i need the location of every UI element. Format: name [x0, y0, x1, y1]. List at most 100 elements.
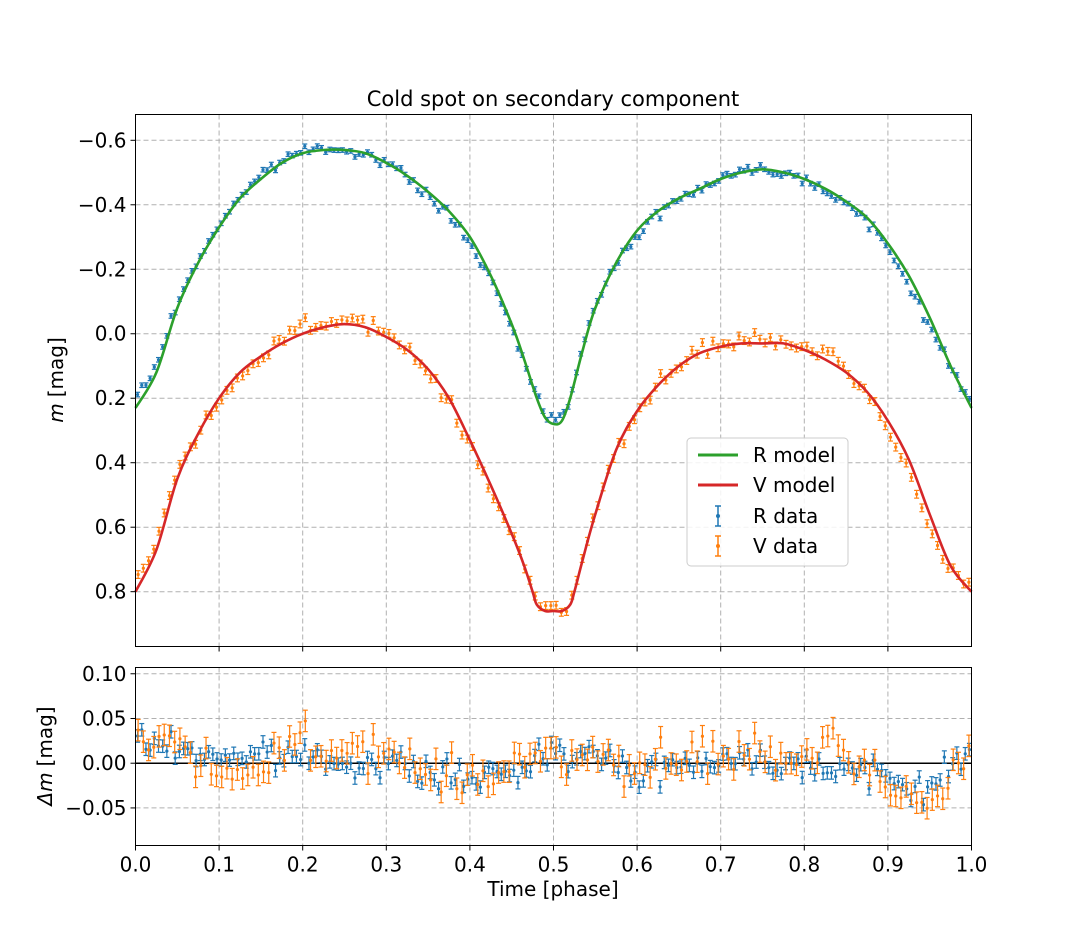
residual-point: [891, 776, 897, 791]
residual-point: [757, 740, 763, 763]
residual-point: [360, 730, 366, 754]
residual-point: [888, 783, 894, 807]
data-point: [891, 257, 897, 264]
residual-point: [464, 763, 470, 787]
residual-point: [323, 749, 329, 773]
chart-title: Cold spot on secondary component: [367, 87, 740, 111]
residual-point: [645, 758, 651, 773]
main-y-tick-label: 0.8: [95, 580, 127, 604]
main-data-series: [134, 143, 973, 617]
data-point: [904, 278, 910, 285]
residual-point: [705, 762, 711, 785]
residual-point: [151, 735, 157, 759]
data-point: [553, 600, 559, 610]
residual-point: [406, 769, 412, 783]
data-point: [268, 161, 274, 168]
residual-point: [172, 730, 178, 754]
data-point: [895, 263, 901, 270]
residual-point: [941, 750, 947, 764]
residual-point: [966, 734, 972, 758]
data-point: [297, 319, 303, 329]
data-point: [438, 393, 444, 403]
data-point: [908, 290, 914, 297]
residual-point: [861, 748, 867, 772]
residual-point: [590, 735, 596, 759]
residual-point: [945, 776, 951, 800]
residual-point: [574, 748, 580, 771]
residual-point: [955, 751, 961, 775]
main-y-tick-label: −0.6: [78, 128, 127, 152]
residual-y-axis-label: Δm [mag]: [33, 706, 57, 807]
residual-point: [914, 791, 920, 815]
residual-point: [658, 725, 664, 749]
data-point: [557, 412, 563, 418]
data-point: [419, 191, 425, 198]
residual-point: [940, 787, 946, 811]
residual-point: [302, 709, 308, 733]
residual-point: [146, 738, 152, 762]
residual-y-axis-label-symbol: Δm: [33, 772, 57, 807]
data-point: [139, 382, 145, 389]
data-point: [647, 395, 653, 405]
residual-point: [375, 745, 381, 769]
data-point: [292, 326, 298, 336]
residual-point: [877, 770, 883, 793]
legend-label-v-model: V model: [753, 473, 835, 497]
residual-point: [297, 721, 303, 745]
data-point: [135, 570, 141, 580]
data-point: [882, 421, 888, 431]
data-point: [360, 314, 366, 324]
residual-point: [846, 750, 852, 774]
data-point: [799, 180, 805, 187]
data-point: [370, 316, 376, 325]
data-point: [657, 215, 663, 222]
residual-y-tick-label: −0.05: [65, 796, 126, 820]
residual-point: [537, 749, 543, 773]
residual-point: [929, 776, 935, 790]
residual-point: [449, 741, 455, 764]
residual-point: [470, 753, 476, 777]
residual-point: [528, 764, 534, 779]
data-point: [835, 356, 841, 366]
residual-point: [684, 750, 690, 773]
legend-label-v-data: V data: [753, 534, 818, 558]
data-point: [271, 336, 277, 346]
residual-point: [412, 761, 418, 784]
data-point: [473, 253, 479, 259]
data-point: [349, 313, 355, 323]
residual-point: [229, 767, 235, 791]
residual-point: [773, 758, 779, 782]
data-point: [146, 556, 152, 566]
legend-label-r-model: R model: [753, 443, 836, 467]
data-point: [256, 174, 262, 181]
residual-point: [854, 768, 860, 783]
residual-point: [557, 738, 563, 753]
residual-point: [616, 744, 622, 768]
data-point: [887, 249, 893, 256]
residual-point: [679, 758, 685, 782]
residual-point: [778, 741, 784, 765]
residual-point: [198, 754, 204, 778]
data-point: [924, 519, 930, 529]
data-point: [260, 166, 266, 173]
data-point: [883, 242, 889, 249]
data-point: [736, 331, 742, 341]
data-point: [287, 325, 293, 335]
data-point: [820, 344, 826, 354]
residual-point: [699, 764, 705, 779]
residual-point: [448, 775, 454, 790]
residual-point: [402, 756, 408, 779]
main-y-axis-label-symbol: m: [44, 403, 68, 422]
residual-point: [356, 761, 362, 775]
residual-point: [564, 763, 570, 786]
residual-point: [849, 761, 855, 775]
residual-point: [793, 753, 799, 777]
residual-point: [749, 761, 755, 776]
data-point: [877, 412, 883, 422]
residual-point: [668, 752, 674, 775]
data-point: [752, 328, 758, 338]
residual-point: [224, 756, 230, 780]
data-point: [285, 151, 291, 158]
main-axis-ticks: −0.6 −0.4 −0.2 0.0 0.2 0.4 0.6 0.8: [78, 128, 889, 652]
